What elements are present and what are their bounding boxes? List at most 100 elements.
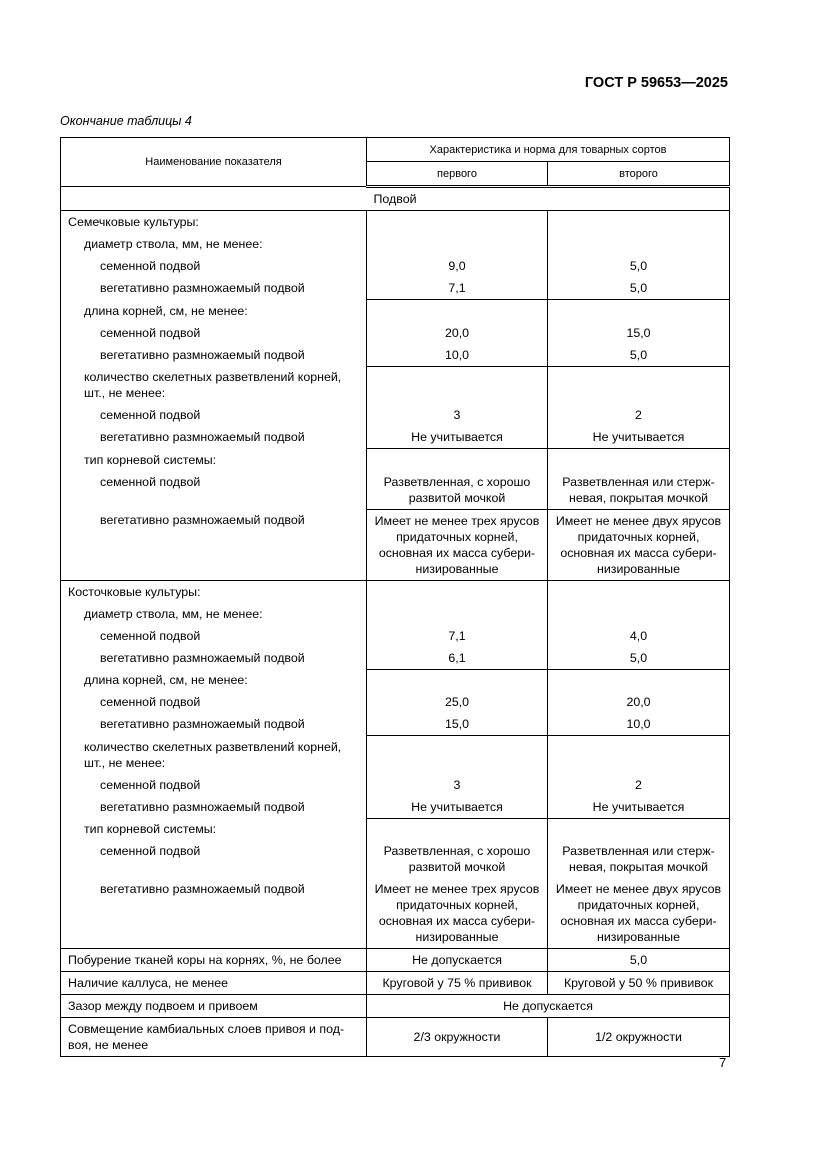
section-row: Подвой: [59, 186, 731, 211]
value-first: 3: [366, 773, 548, 796]
value-second: [546, 580, 731, 603]
indicator-name: семенной подвой: [60, 773, 367, 796]
indicator-name: тип корневой системы:: [60, 448, 367, 471]
table-row: количество скелетных разветвлений корней…: [60, 735, 731, 774]
table-row: семенной подвой Разветвленная, с хорошо р…: [60, 840, 731, 878]
table-row: Наличие каллуса, не менее Круговой у 75 %…: [60, 971, 731, 995]
table-row: диаметр ствола, мм, не менее:: [60, 602, 731, 625]
indicator-name: вегетативно размножаемый подвой: [60, 426, 367, 449]
value-second: [546, 299, 731, 322]
value-second: 2: [546, 404, 731, 426]
indicator-name: вегетативно размножаемый подвой: [60, 646, 367, 669]
table-row: количество скелетных разветвлений корней…: [60, 366, 731, 404]
indicator-name: количество скелетных разветвлений корней…: [60, 735, 367, 774]
indicator-name: Косточковые культуры:: [60, 580, 367, 603]
indicator-name: Семечковые культуры:: [60, 210, 367, 233]
indicator-name: длина корней, см, не менее:: [60, 669, 367, 691]
value-first: Не учитывается: [366, 426, 548, 449]
table-row: семенной подвой Разветвленная, с хорошо р…: [60, 470, 731, 510]
requirements-table: Наименование показателя Характеристика и…: [59, 137, 731, 1057]
value-first: 7,1: [366, 624, 548, 647]
value-second: [546, 735, 731, 774]
indicator-name: вегетативно размножаемый подвой: [60, 509, 367, 581]
value-second: 5,0: [546, 343, 731, 367]
table-row: семенной подвой 3 2: [60, 404, 731, 426]
column-header-first: первого: [366, 161, 548, 188]
section-title: Подвой: [59, 186, 731, 211]
table-row: семенной подвой 7,1 4,0: [60, 624, 731, 647]
value-second: 20,0: [546, 691, 731, 713]
value-second: Круговой у 50 % прививок: [546, 971, 731, 995]
table-row: длина корней, см, не менее:: [60, 669, 731, 691]
table-row: семенной подвой 25,0 20,0: [60, 691, 731, 713]
value-first: [366, 448, 548, 471]
indicator-name: Побурение тканей коры на корнях, %, не б…: [60, 948, 367, 972]
value-first: Разветвленная, с хорошо развитой мочкой: [366, 840, 548, 878]
indicator-name: длина корней, см, не менее:: [60, 299, 367, 322]
value-second: [546, 602, 731, 625]
value-second: [546, 448, 731, 471]
value-second: 5,0: [546, 948, 731, 972]
value-first: 6,1: [366, 646, 548, 670]
value-second: [546, 818, 731, 840]
value-first: Круговой у 75 % прививок: [366, 971, 548, 995]
table-row: Побурение тканей коры на корнях, %, не б…: [60, 948, 731, 972]
document-id: ГОСТ Р 59653—2025: [584, 75, 728, 91]
table-row: вегетативно размножаемый подвой Имеет не …: [60, 878, 731, 949]
indicator-name: вегетативно размножаемый подвой: [60, 795, 367, 818]
value-first: 3: [366, 404, 548, 426]
table-row: семенной подвой 20,0 15,0: [60, 321, 731, 344]
indicator-name: диаметр ствола, мм, не менее:: [60, 602, 367, 625]
value-first: [366, 210, 548, 233]
table-row: вегетативно размножаемый подвой Имеет не …: [60, 509, 731, 581]
value-second: 5,0: [546, 277, 731, 300]
value-second: 1/2 окружности: [546, 1017, 731, 1057]
value-first: [366, 818, 548, 840]
value-first: 25,0: [366, 691, 548, 713]
value-second: 4,0: [546, 624, 731, 647]
indicator-name: семенной подвой: [60, 840, 367, 878]
table-row: Зазор между подвоем и привоем Не допускае…: [60, 994, 731, 1018]
value-first: Не учитывается: [366, 795, 548, 819]
table-row: вегетативно размножаемый подвой Не учитыв…: [60, 426, 731, 449]
table-row: семенной подвой 3 2: [60, 773, 731, 796]
value-second: Разветвленная или стерж-невая, покрытая …: [546, 470, 731, 510]
value-second: Не учитывается: [546, 795, 731, 819]
table-row: тип корневой системы:: [60, 448, 731, 471]
value-first: 10,0: [366, 343, 548, 367]
indicator-name: тип корневой системы:: [60, 818, 367, 840]
value-second: [546, 210, 731, 233]
value-first: 9,0: [366, 255, 548, 277]
value-second: Не учитывается: [546, 426, 731, 449]
table-row: вегетативно размножаемый подвой 10,0 5,0: [60, 343, 731, 367]
value-first: [366, 299, 548, 322]
value-first: [366, 669, 548, 691]
value-second: [546, 233, 731, 255]
value-first: 20,0: [366, 321, 548, 344]
value-first: 2/3 окружности: [366, 1017, 548, 1057]
table-row: вегетативно размножаемый подвой 7,1 5,0: [60, 277, 731, 300]
column-header-name: Наименование показателя: [60, 137, 367, 187]
page-number: 7: [719, 1055, 727, 1070]
indicator-name: семенной подвой: [60, 321, 367, 344]
value-second: 15,0: [546, 321, 731, 344]
table-row: вегетативно размножаемый подвой 6,1 5,0: [60, 646, 731, 670]
indicator-name: количество скелетных разветвлений корней…: [60, 366, 367, 404]
value-second: [546, 366, 731, 404]
indicator-name: диаметр ствола, мм, не менее:: [60, 233, 367, 255]
table-row: Совмещение камбиальных слоев привоя и по…: [60, 1017, 731, 1057]
value-first: Не допускается: [366, 948, 548, 972]
indicator-name: семенной подвой: [60, 470, 367, 509]
indicator-name: семенной подвой: [60, 255, 367, 277]
table-row: Семечковые культуры:: [60, 210, 731, 233]
table-row: вегетативно размножаемый подвой Не учитыв…: [60, 795, 731, 819]
column-header-second: второго: [546, 161, 731, 188]
value-first: Разветвленная, с хорошо развитой мочкой: [366, 470, 548, 510]
value-second: [546, 669, 731, 691]
indicator-name: семенной подвой: [60, 624, 367, 647]
indicator-name: вегетативно размножаемый подвой: [60, 343, 367, 366]
value-first: [366, 233, 548, 255]
value-first: [366, 602, 548, 625]
value-first: 7,1: [366, 277, 548, 300]
value-second: 5,0: [546, 255, 731, 277]
